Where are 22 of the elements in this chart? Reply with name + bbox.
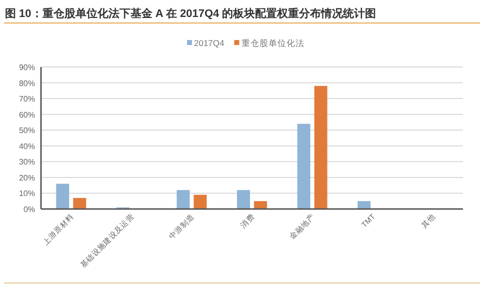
bar (358, 201, 371, 209)
legend-label: 2017Q4 (194, 38, 225, 48)
bar (314, 86, 328, 209)
y-tick-label: 20% (18, 173, 35, 182)
y-tick-label: 90% (18, 63, 35, 72)
bar (56, 184, 70, 209)
y-tick-label: 60% (18, 110, 35, 120)
chart-title: 图 10：重仓股单位化法下基金 A 在 2017Q4 的板块配置权重分布情况统计图 (5, 7, 376, 20)
bar (194, 194, 207, 209)
y-tick-label: 80% (18, 78, 35, 88)
y-tick-label: 10% (18, 189, 35, 198)
bar (254, 201, 267, 209)
bar (73, 198, 86, 209)
y-tick-label: 30% (18, 158, 35, 167)
y-tick-label: 70% (18, 94, 35, 104)
bar (176, 190, 190, 209)
bar (297, 124, 310, 209)
y-tick-label: 40% (18, 142, 35, 151)
bar (237, 190, 250, 209)
y-tick-label: 0% (23, 205, 35, 214)
legend-label: 重仓股单位化法 (241, 38, 304, 48)
y-tick-label: 50% (18, 126, 35, 136)
